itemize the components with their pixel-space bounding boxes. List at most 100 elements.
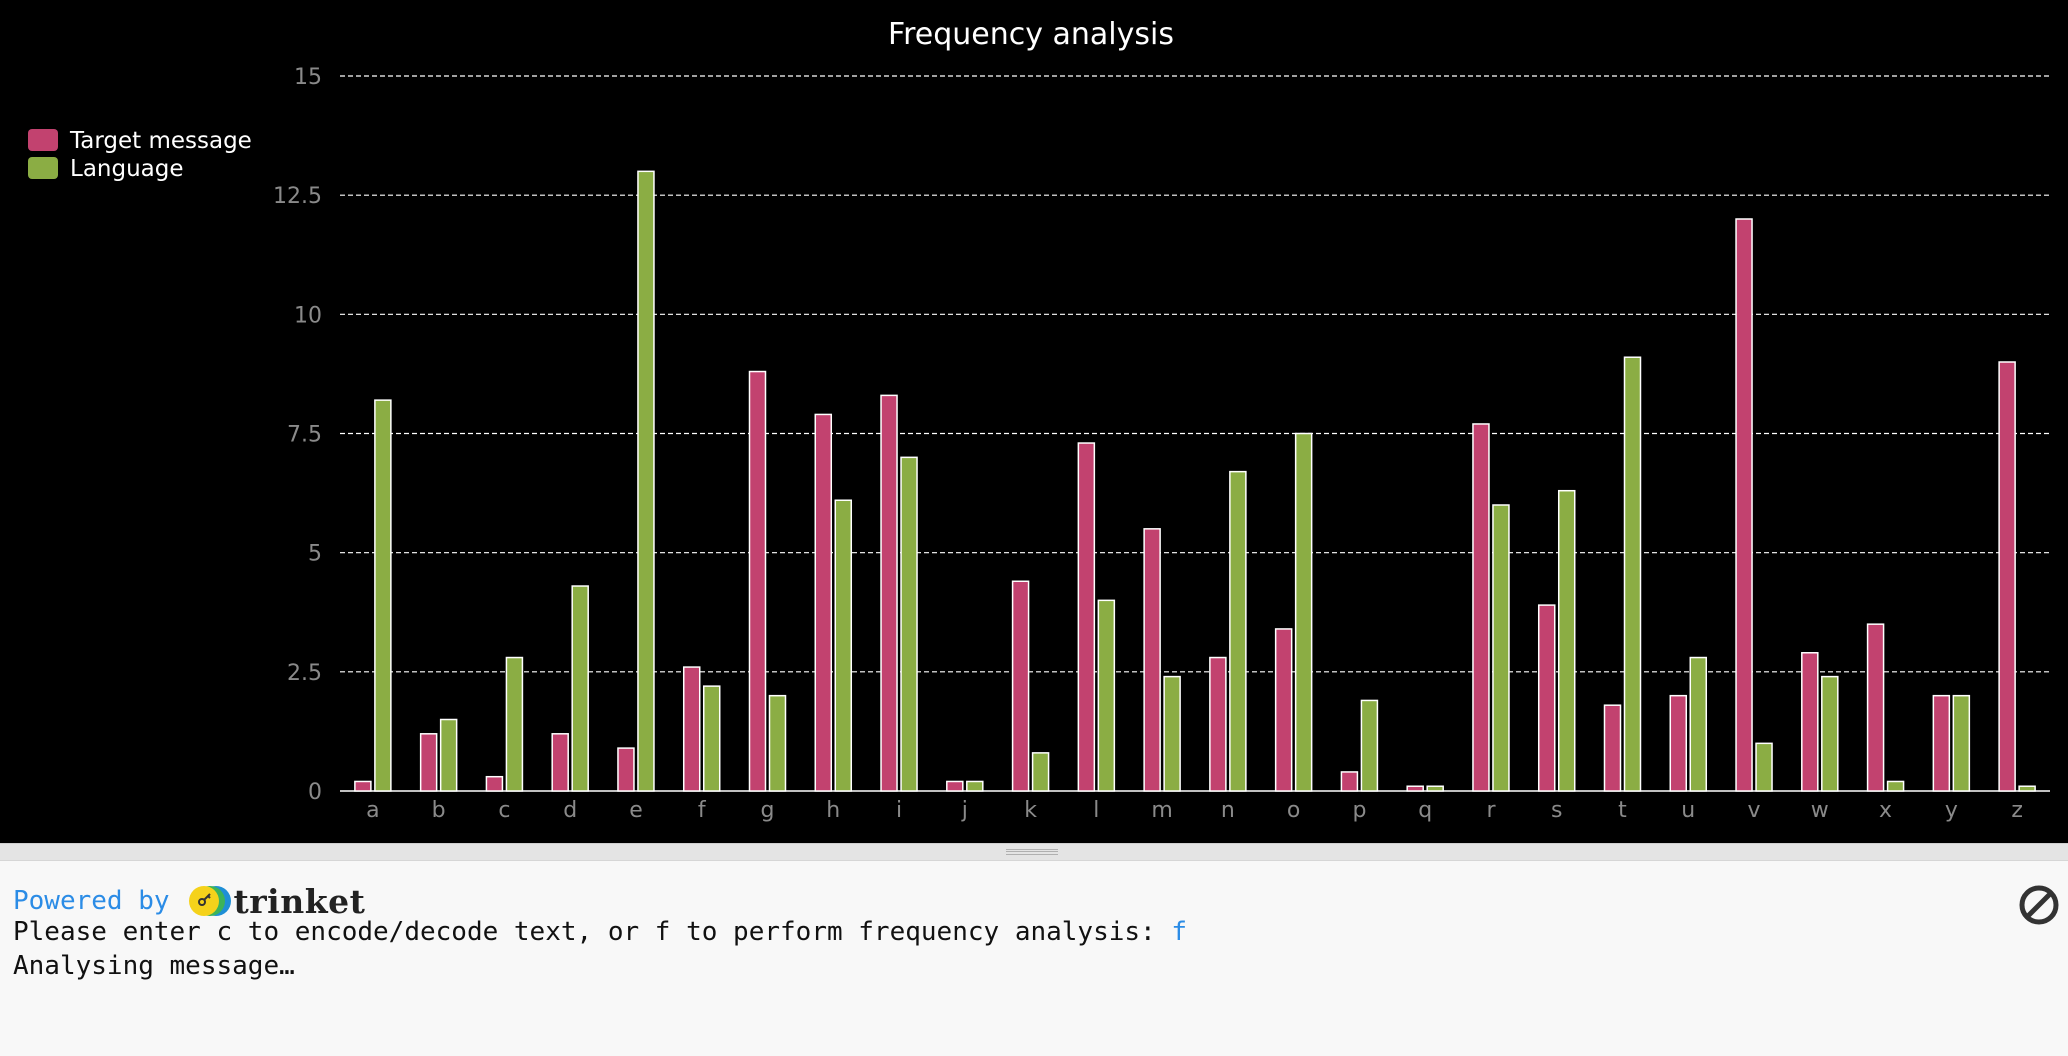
stop-button[interactable]: [2017, 883, 2061, 927]
x-tick-label: h: [826, 798, 840, 823]
y-tick-label: 0: [308, 780, 322, 805]
legend-label: Target message: [69, 128, 252, 154]
trinket-logo-icon: [188, 883, 232, 919]
x-tick-label: l: [1093, 798, 1099, 823]
user-input: f: [1171, 917, 1188, 947]
bar-target-z: [1998, 361, 2016, 792]
bar-target-v: [1735, 218, 1753, 792]
bar-target-a: [354, 780, 372, 792]
bar-language-w: [1821, 675, 1839, 792]
x-tick-label: x: [1879, 798, 1892, 823]
bar-language-g: [768, 694, 787, 792]
x-tick-label: w: [1811, 798, 1829, 823]
bar-target-n: [1209, 656, 1227, 792]
bar-target-u: [1669, 694, 1688, 792]
x-tick-label: q: [1418, 798, 1432, 823]
x-tick-label: i: [896, 798, 902, 823]
bar-language-a: [374, 399, 392, 792]
bar-language-b: [439, 718, 458, 792]
y-tick-label: 10: [294, 303, 322, 328]
x-tick-label: f: [698, 798, 707, 823]
powered-by-trinket[interactable]: Powered by trinket: [13, 881, 365, 921]
prompt-line: Please enter c to encode/decode text, or…: [13, 917, 1187, 947]
x-tick-label: u: [1681, 798, 1695, 823]
bar-language-p: [1360, 699, 1379, 792]
bar-target-x: [1866, 623, 1885, 792]
y-tick-label: 15: [294, 65, 322, 90]
panel-resize-handle[interactable]: [0, 843, 2068, 861]
bar-language-e: [637, 170, 655, 792]
legend-label: Language: [70, 156, 184, 182]
y-tick-label: 2.5: [287, 661, 322, 686]
x-tick-label: d: [563, 798, 577, 823]
bar-target-c: [485, 775, 504, 792]
y-tick-label: 5: [308, 542, 322, 567]
x-tick-label: k: [1024, 798, 1037, 823]
x-tick-label: v: [1748, 798, 1761, 823]
bar-language-i: [900, 456, 918, 792]
status-line: Analysing message…: [13, 951, 295, 981]
bar-target-t: [1603, 704, 1622, 792]
x-tick-label: a: [366, 798, 379, 823]
console-output: Powered by trinket Please enter c to enc…: [0, 861, 2068, 1056]
bar-target-l: [1077, 442, 1096, 792]
powered-by-label: Powered by: [13, 886, 170, 916]
bar-target-r: [1472, 423, 1490, 792]
x-tick-label: t: [1618, 798, 1627, 823]
x-tick-label: c: [498, 798, 510, 823]
x-tick-label: n: [1221, 798, 1235, 823]
x-tick-label: b: [432, 798, 446, 823]
bar-target-d: [551, 733, 569, 792]
bar-language-s: [1557, 489, 1576, 792]
legend-swatch: [28, 129, 58, 151]
x-tick-label: m: [1151, 798, 1172, 823]
legend-swatch: [28, 157, 58, 179]
prompt-text: Please enter c to encode/decode text, or…: [13, 917, 1172, 947]
bar-language-k: [1031, 752, 1050, 792]
bar-language-d: [571, 585, 589, 792]
x-tick-label: z: [2011, 798, 2023, 823]
frequency-chart: Frequency analysis 0 2.5 5 7.5 10 12.5 15 a b c d…: [28, 17, 2050, 823]
bar-target-k: [1011, 580, 1030, 792]
x-tick-label: e: [629, 798, 643, 823]
bar-target-y: [1932, 694, 1951, 792]
stop-icon: [2019, 885, 2059, 925]
bar-target-e: [617, 747, 635, 792]
y-tick-label: 7.5: [287, 423, 322, 448]
bar-language-h: [834, 499, 853, 792]
chart-title: Frequency analysis: [888, 17, 1174, 52]
bar-target-o: [1274, 628, 1293, 792]
chart-panel: Frequency analysis 0 2.5 5 7.5 10 12.5 15 a b c d…: [28, 17, 2050, 823]
bar-language-x: [1886, 780, 1905, 792]
x-tick-label: r: [1486, 798, 1496, 823]
x-tick-label: y: [1945, 798, 1958, 823]
bar-target-w: [1801, 652, 1819, 792]
bar-target-i: [880, 394, 898, 792]
x-tick-label: s: [1551, 798, 1562, 823]
bar-language-m: [1163, 675, 1181, 792]
x-tick-label: j: [961, 798, 968, 823]
bar-target-g: [748, 370, 767, 792]
x-tick-label: o: [1287, 798, 1300, 823]
x-tick-label: g: [761, 798, 775, 823]
trinket-brand: trinket: [233, 881, 366, 921]
bar-target-s: [1537, 604, 1556, 792]
bar-target-h: [814, 413, 833, 792]
bar-language-n: [1229, 470, 1247, 792]
x-tick-label: p: [1352, 798, 1366, 823]
bar-language-t: [1623, 356, 1642, 792]
bar-language-l: [1097, 599, 1116, 792]
bar-language-j: [966, 780, 984, 792]
bar-language-z: [2018, 785, 2036, 792]
bar-language-c: [505, 656, 524, 792]
bar-target-m: [1143, 528, 1161, 792]
bar-language-v: [1755, 742, 1773, 792]
bar-language-y: [1952, 694, 1971, 792]
grip-icon: [1006, 849, 1058, 855]
bar-target-f: [682, 666, 701, 792]
bar-language-u: [1689, 656, 1708, 792]
bar-language-o: [1294, 432, 1313, 792]
bar-language-q: [1426, 785, 1444, 792]
bar-target-j: [946, 780, 964, 792]
